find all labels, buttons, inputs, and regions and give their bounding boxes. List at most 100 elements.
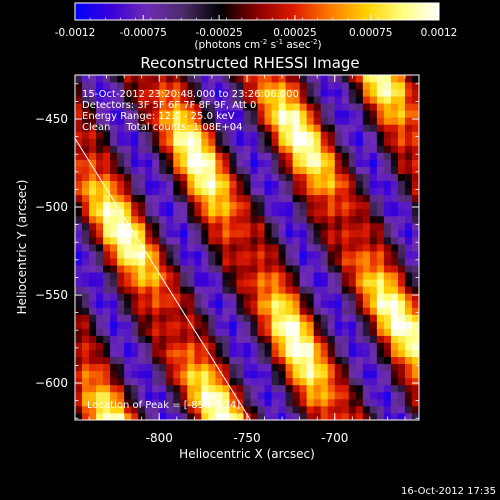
heatmap-cell (75, 300, 83, 308)
heatmap-cell (397, 131, 406, 139)
heatmap-cell (103, 180, 111, 189)
heatmap-cell (355, 222, 364, 231)
heatmap-cell (355, 251, 364, 259)
heatmap-cell (152, 258, 160, 266)
heatmap-cell (257, 405, 265, 414)
heatmap-cell (257, 384, 265, 393)
heatmap-cell (250, 166, 258, 174)
heatmap-cell (173, 180, 181, 189)
heatmap-cell (152, 391, 160, 400)
heatmap-cell (397, 194, 406, 203)
heatmap-cell (348, 251, 357, 259)
heatmap-cell (348, 89, 357, 97)
heatmap-cell (334, 75, 343, 83)
heatmap-cell (243, 159, 251, 167)
heatmap-cell (299, 208, 308, 217)
heatmap-cell (411, 215, 419, 224)
heatmap-cell (208, 307, 216, 315)
heatmap-cell (103, 152, 111, 160)
heatmap-cell (138, 279, 146, 287)
heatmap-cell (82, 265, 90, 273)
heatmap-cell (376, 398, 385, 407)
heatmap-cell (327, 166, 336, 174)
heatmap-cell (411, 412, 419, 420)
heatmap-cell (187, 335, 195, 343)
heatmap-cell (82, 166, 90, 174)
heatmap-cell (103, 222, 111, 231)
heatmap-cell (299, 370, 308, 379)
heatmap-cell (138, 349, 146, 358)
heatmap-cell (362, 265, 371, 273)
heatmap-cell (320, 363, 329, 372)
heatmap-cell (397, 286, 406, 294)
heatmap-cell (271, 384, 279, 393)
heatmap-cell (334, 279, 343, 287)
heatmap-cell (138, 103, 146, 111)
heatmap-cell (404, 194, 413, 203)
heatmap-cell (131, 215, 139, 224)
heatmap-cell (82, 89, 90, 97)
heatmap-cell (75, 201, 83, 210)
heatmap-cell (264, 328, 272, 336)
heatmap-cell (110, 356, 118, 365)
heatmap-cell (82, 159, 90, 167)
heatmap-cell (215, 321, 223, 329)
heatmap-cell (299, 300, 308, 308)
heatmap-cell (285, 342, 294, 350)
heatmap-cell (320, 215, 329, 224)
heatmap-cell (306, 363, 315, 372)
heatmap-cell (89, 152, 97, 160)
heatmap-cell (355, 370, 364, 379)
heatmap-cell (96, 215, 104, 224)
heatmap-cell (110, 384, 118, 393)
heatmap-cell (397, 75, 406, 83)
heatmap-cell (222, 300, 230, 308)
heatmap-cell (257, 391, 265, 400)
heatmap-cell (159, 321, 167, 329)
heatmap-cell (166, 342, 174, 350)
heatmap-cell (96, 96, 104, 104)
heatmap-cell (271, 258, 279, 266)
heatmap-cell (166, 110, 174, 118)
heatmap-cell (173, 300, 181, 308)
heatmap-cell (208, 293, 216, 301)
heatmap-cell (173, 124, 181, 132)
heatmap-cell (306, 152, 315, 160)
heatmap-cell (411, 145, 419, 153)
heatmap-cell (117, 391, 125, 400)
heatmap-cell (187, 349, 195, 358)
heatmap-cell (89, 356, 97, 365)
heatmap-cell (236, 363, 244, 372)
heatmap-cell (124, 110, 132, 118)
heatmap-cell (208, 166, 216, 174)
heatmap-cell (138, 201, 146, 210)
heatmap-cell (243, 258, 251, 266)
heatmap-cell (348, 335, 357, 343)
heatmap-cell (383, 201, 392, 210)
heatmap-cell (299, 75, 308, 83)
heatmap-cell (383, 391, 392, 400)
heatmap-cell (313, 229, 322, 238)
colorbar-tick-label: -0.00075 (120, 27, 167, 39)
heatmap-cell (145, 152, 153, 160)
heatmap-cell (404, 251, 413, 259)
heatmap-cell (348, 405, 357, 414)
heatmap-cell (152, 173, 160, 182)
heatmap-cell (327, 159, 336, 167)
heatmap-cell (145, 335, 153, 343)
heatmap-cell (250, 286, 258, 294)
heatmap-cell (194, 89, 202, 97)
heatmap-cell (299, 117, 308, 125)
heatmap-cell (348, 131, 357, 139)
heatmap-cell (75, 124, 83, 132)
heatmap-cell (278, 124, 287, 132)
heatmap-cell (166, 201, 174, 210)
heatmap-cell (187, 328, 195, 336)
heatmap-cell (215, 222, 223, 231)
heatmap-cell (411, 258, 419, 266)
heatmap-cell (110, 215, 118, 224)
heatmap-cell (103, 377, 111, 386)
heatmap-cell (75, 314, 83, 322)
heatmap-cell (243, 335, 251, 343)
chart-title: Reconstructed RHESSI Image (140, 54, 359, 72)
